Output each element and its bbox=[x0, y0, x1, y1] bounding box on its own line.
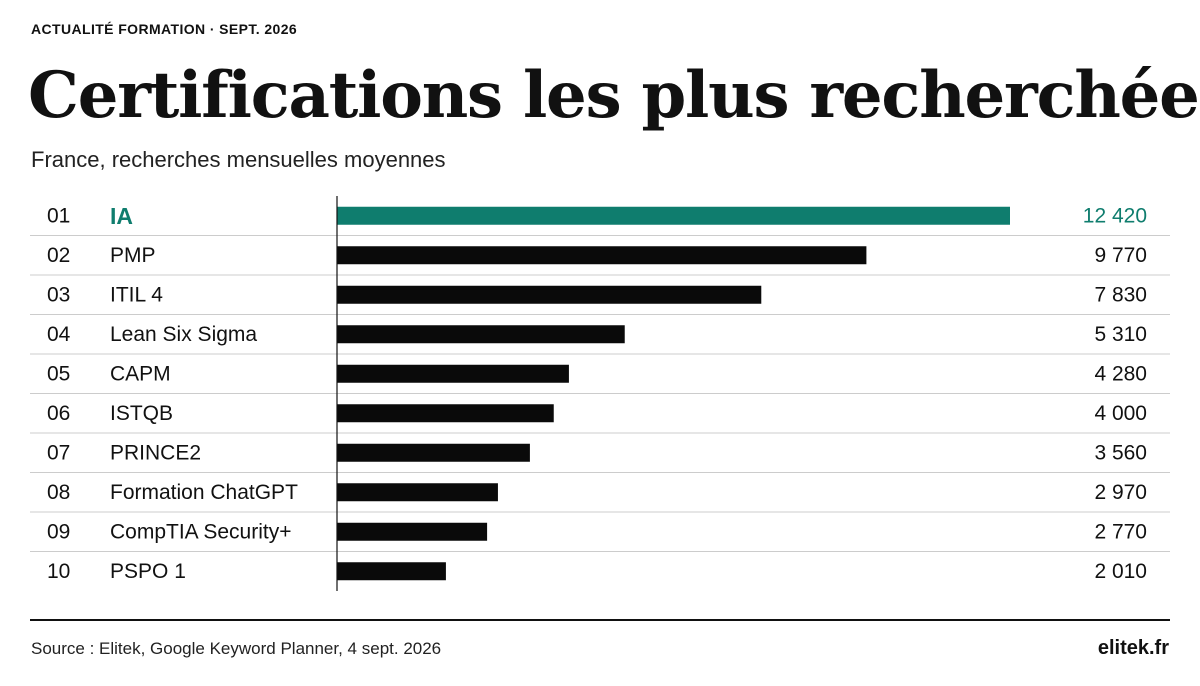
category-label: ITIL 4 bbox=[110, 283, 163, 306]
category-label: CAPM bbox=[110, 362, 171, 385]
value-label: 4 000 bbox=[1094, 402, 1147, 425]
value-label: 2 770 bbox=[1094, 520, 1147, 543]
value-label: 2 010 bbox=[1094, 560, 1147, 583]
rank-label: 09 bbox=[47, 520, 70, 543]
rank-label: 07 bbox=[47, 441, 70, 464]
category-label: PRINCE2 bbox=[110, 441, 201, 464]
category-label: Lean Six Sigma bbox=[110, 323, 257, 346]
bar bbox=[337, 443, 530, 462]
bar bbox=[337, 206, 1010, 225]
rank-label: 04 bbox=[47, 323, 71, 346]
value-label: 9 770 bbox=[1094, 244, 1147, 267]
chart-subtitle: France, recherches mensuelles moyennes bbox=[31, 147, 446, 172]
bar bbox=[337, 522, 488, 541]
category-label: PSPO 1 bbox=[110, 560, 186, 583]
bar bbox=[337, 325, 625, 344]
source-note: Source : Elitek, Google Keyword Planner,… bbox=[31, 639, 442, 658]
category-label: Formation ChatGPT bbox=[110, 481, 298, 504]
category-label: PMP bbox=[110, 244, 156, 267]
rank-label: 10 bbox=[47, 560, 70, 583]
category-label: ISTQB bbox=[110, 402, 173, 425]
value-label: 7 830 bbox=[1094, 283, 1147, 306]
site-name: elitek.fr bbox=[1097, 637, 1169, 659]
category-label: IA bbox=[110, 203, 133, 229]
rank-label: 05 bbox=[47, 362, 70, 385]
bar bbox=[337, 246, 867, 265]
value-label: 2 970 bbox=[1094, 481, 1147, 504]
chart-title: Certifications les plus recherchées bbox=[28, 58, 1200, 133]
rank-label: 08 bbox=[47, 481, 70, 504]
bar bbox=[337, 285, 762, 304]
bar bbox=[337, 364, 569, 383]
value-label: 3 560 bbox=[1094, 441, 1147, 464]
rank-label: 01 bbox=[47, 204, 70, 227]
bar bbox=[337, 404, 554, 423]
rank-label: 02 bbox=[47, 244, 70, 267]
footer-rule bbox=[30, 619, 1170, 621]
rank-label: 06 bbox=[47, 402, 70, 425]
bar bbox=[337, 562, 446, 581]
bar bbox=[337, 483, 498, 502]
value-label: 5 310 bbox=[1094, 323, 1147, 346]
kicker: ACTUALITÉ FORMATION · SEPT. 2026 bbox=[31, 21, 298, 37]
category-label: CompTIA Security+ bbox=[110, 520, 291, 543]
value-label: 12 420 bbox=[1083, 204, 1147, 227]
rank-label: 03 bbox=[47, 283, 70, 306]
value-label: 4 280 bbox=[1094, 362, 1147, 385]
